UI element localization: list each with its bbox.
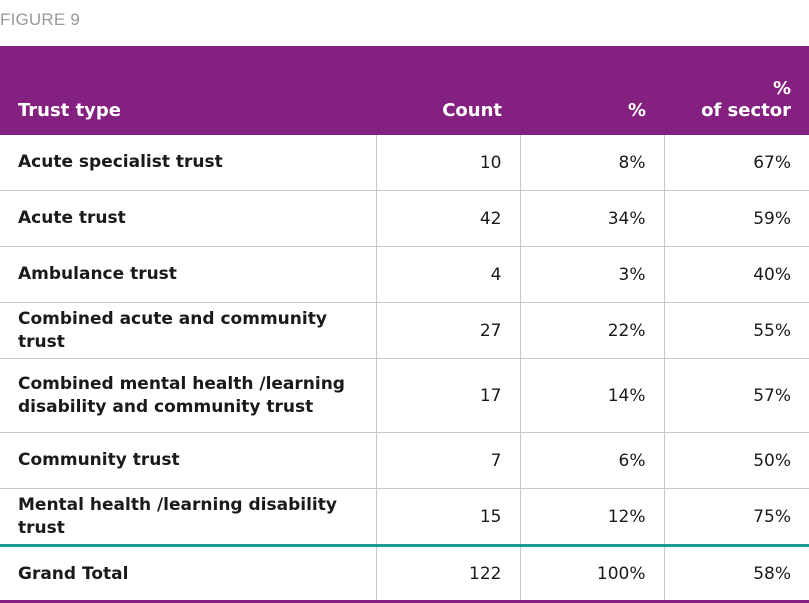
total-percent: 100%	[520, 545, 665, 603]
header-percent: %	[520, 46, 664, 135]
row-count: 42	[376, 190, 521, 247]
row-trust-type: Community trust	[0, 432, 377, 489]
row-trust-type-line1: Combined mental health /learning	[18, 373, 345, 394]
header-percent-of-sector: % of sector	[664, 46, 809, 135]
row-percent-of-sector: 67%	[664, 135, 809, 191]
row-trust-type: Mental health /learning disability trust	[0, 488, 377, 547]
table-row: Combined mental health /learning disabil…	[0, 358, 809, 433]
header-percent-of-sector-line1: %	[772, 78, 791, 99]
table-row: Ambulance trust 4 3% 40%	[0, 246, 809, 303]
row-percent: 6%	[520, 432, 665, 489]
row-percent-of-sector: 55%	[664, 302, 809, 359]
row-trust-type-line2: disability and community trust	[18, 396, 314, 417]
row-trust-type: Combined acute and community trust	[0, 302, 377, 359]
row-count: 15	[376, 488, 521, 547]
row-percent-of-sector: 75%	[664, 488, 809, 547]
table-row: Acute trust 42 34% 59%	[0, 190, 809, 247]
row-trust-type: Acute specialist trust	[0, 135, 377, 191]
row-count: 17	[376, 358, 521, 433]
row-percent: 12%	[520, 488, 665, 547]
row-percent: 34%	[520, 190, 665, 247]
row-percent-of-sector: 59%	[664, 190, 809, 247]
total-label: Grand Total	[0, 545, 377, 603]
header-trust-type: Trust type	[0, 46, 376, 135]
grand-total-row: Grand Total 122 100% 58%	[0, 545, 809, 603]
row-percent: 14%	[520, 358, 665, 433]
total-percent-of-sector: 58%	[664, 545, 809, 603]
row-percent: 8%	[520, 135, 665, 191]
header-row: Trust type Count % % of sector	[0, 46, 809, 135]
row-count: 27	[376, 302, 521, 359]
row-trust-type: Combined mental health /learning disabil…	[0, 358, 377, 433]
row-count: 7	[376, 432, 521, 489]
row-percent-of-sector: 40%	[664, 246, 809, 303]
row-count: 4	[376, 246, 521, 303]
table-footer: Grand Total 122 100% 58%	[0, 545, 809, 603]
table-header: Trust type Count % % of sector	[0, 46, 809, 135]
table-row: Community trust 7 6% 50%	[0, 432, 809, 489]
table-row: Mental health /learning disability trust…	[0, 488, 809, 547]
table-row: Combined acute and community trust 27 22…	[0, 302, 809, 359]
row-percent: 22%	[520, 302, 665, 359]
row-percent-of-sector: 57%	[664, 358, 809, 433]
table-body: Acute specialist trust 10 8% 67% Acute t…	[0, 135, 809, 547]
figure-label: FIGURE 9	[0, 10, 81, 29]
header-count: Count	[376, 46, 520, 135]
trust-type-table: Trust type Count % % of sector Acute spe…	[0, 46, 809, 603]
row-percent-of-sector: 50%	[664, 432, 809, 489]
row-trust-type: Acute trust	[0, 190, 377, 247]
row-trust-type: Ambulance trust	[0, 246, 377, 303]
row-percent: 3%	[520, 246, 665, 303]
table-row: Acute specialist trust 10 8% 67%	[0, 135, 809, 191]
row-count: 10	[376, 135, 521, 191]
header-percent-of-sector-line2: of sector	[701, 100, 791, 121]
total-count: 122	[376, 545, 521, 603]
